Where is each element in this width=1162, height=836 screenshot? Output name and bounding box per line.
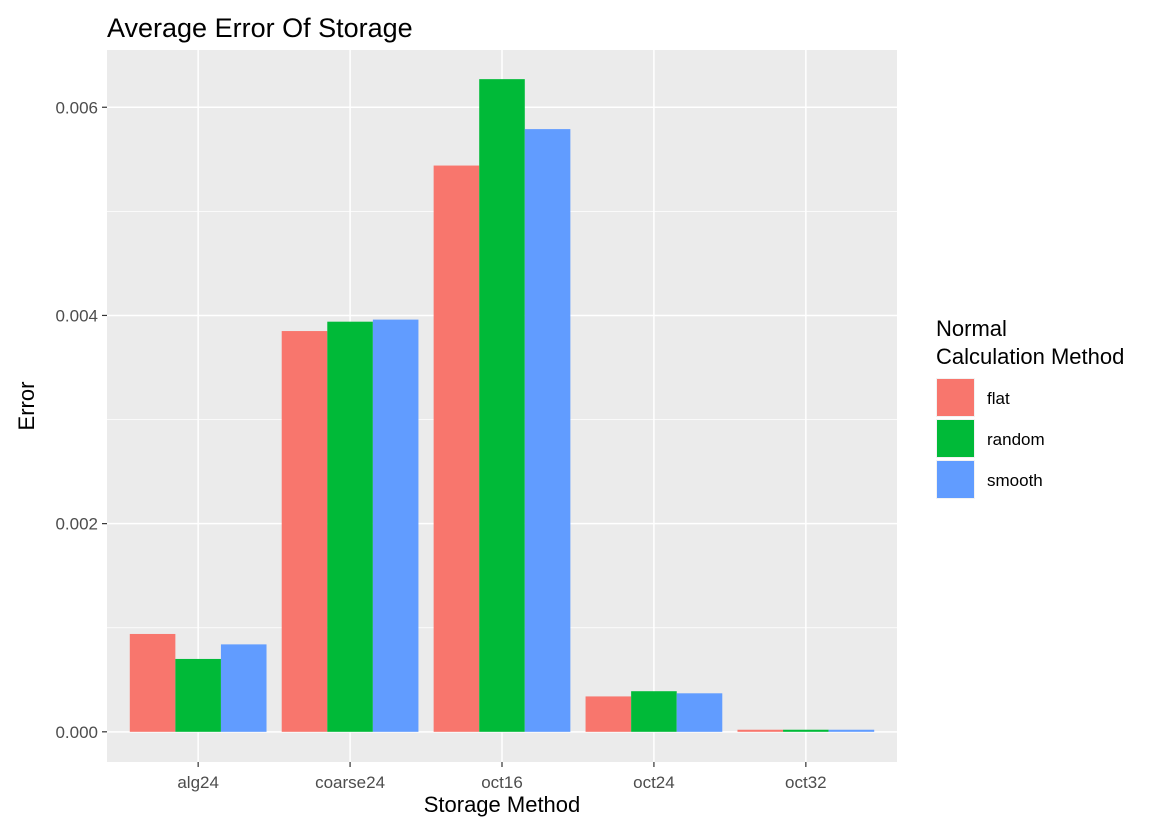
legend-title-line: Calculation Method	[936, 344, 1124, 369]
x-tick-label-coarse24: coarse24	[315, 773, 385, 792]
bar-oct24-flat	[585, 696, 632, 732]
legend-label-random: random	[987, 430, 1045, 449]
x-axis-title: Storage Method	[424, 792, 581, 817]
bar-oct24-random	[631, 691, 677, 732]
legend-label-flat: flat	[987, 389, 1010, 408]
bar-oct16-smooth	[524, 129, 571, 732]
bar-coarse24-smooth	[372, 319, 419, 732]
bars-group	[129, 79, 875, 732]
bar-oct16-flat	[433, 165, 480, 732]
bar-oct32-smooth	[828, 729, 875, 732]
y-tick-label: 0.004	[55, 306, 98, 325]
chart-title: Average Error Of Storage	[107, 13, 413, 43]
y-tick-label: 0.000	[55, 723, 98, 742]
legend-swatch-random	[937, 420, 974, 457]
x-tick-label-oct16: oct16	[481, 773, 523, 792]
x-tick-label-oct24: oct24	[633, 773, 675, 792]
legend-title-line: Normal	[936, 316, 1007, 341]
y-axis: 0.000 0.002 0.004 0.006	[55, 98, 107, 742]
x-axis: alg24 coarse24 oct16 oct24 oct32	[177, 762, 827, 792]
bar-oct32-flat	[737, 729, 784, 732]
x-tick-label-oct32: oct32	[785, 773, 827, 792]
bar-oct24-smooth	[676, 693, 723, 732]
legend-swatch-flat	[937, 379, 974, 416]
bar-coarse24-flat	[281, 331, 328, 732]
legend: Normal Calculation Method flat random smooth	[936, 316, 1124, 499]
y-axis-title: Error	[14, 382, 39, 431]
bar-alg24-random	[175, 658, 221, 732]
bar-alg24-flat	[129, 633, 176, 732]
bar-oct16-random	[479, 79, 525, 732]
legend-label-smooth: smooth	[987, 471, 1043, 490]
x-tick-label-alg24: alg24	[177, 773, 219, 792]
bar-coarse24-random	[327, 321, 373, 732]
y-tick-label: 0.002	[55, 515, 98, 534]
legend-swatch-smooth	[937, 461, 974, 498]
bar-oct32-random	[783, 729, 829, 732]
bar-alg24-smooth	[220, 644, 267, 732]
y-tick-label: 0.006	[55, 98, 98, 117]
